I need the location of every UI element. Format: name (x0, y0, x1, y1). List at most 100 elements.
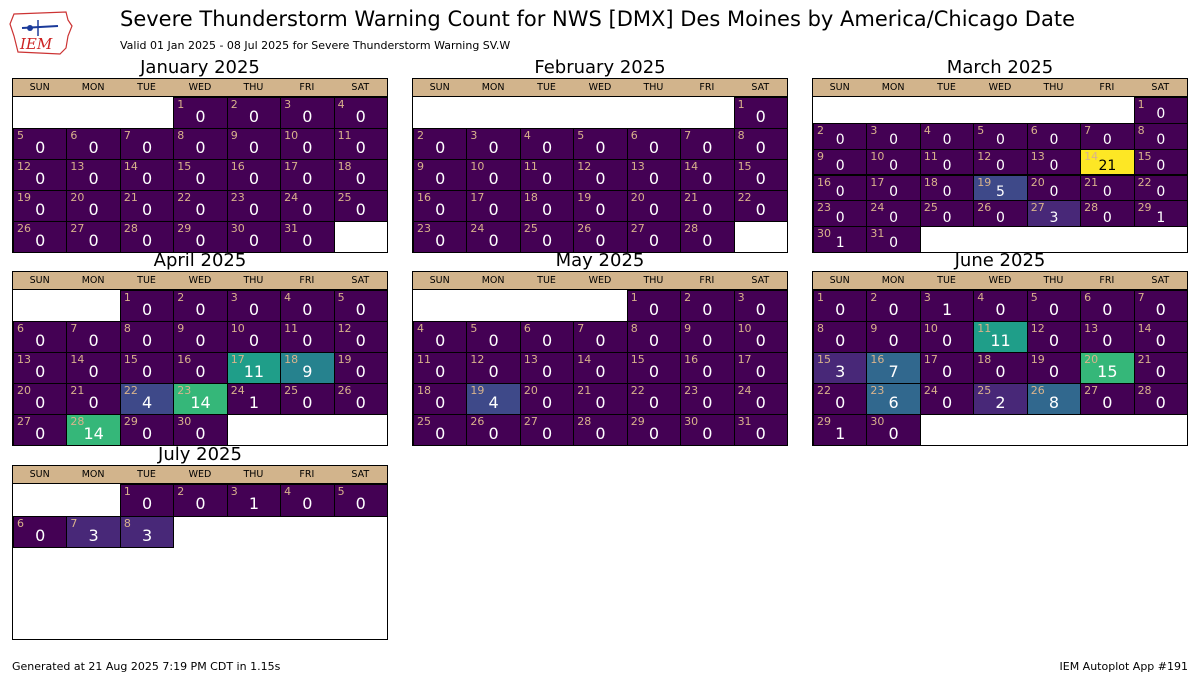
warning-count: 0 (889, 209, 899, 226)
warning-count: 0 (595, 230, 606, 250)
day-cell: 18 9 (280, 352, 335, 384)
weekday-label: SAT (1151, 275, 1170, 286)
day-number: 19 (1030, 353, 1045, 366)
month-grid: SUN MON TUE WED THU FRI SAT 1 0 2 0 3 0 4 0 5 0 6 0 7 0 8 0 9 0 1… (12, 78, 388, 253)
warning-count: 0 (1156, 106, 1166, 123)
weekday-label: MON (81, 82, 105, 93)
day-cell: 24 0 (280, 190, 335, 222)
day-cell: 17 0 (733, 352, 788, 384)
day-cell: 26 0 (466, 414, 521, 446)
day-number: 3 (284, 98, 292, 111)
warning-count: 0 (195, 299, 206, 319)
day-number: 9 (870, 322, 878, 335)
warning-count: 0 (141, 494, 153, 514)
warning-count: 0 (355, 361, 366, 381)
weekday-label: TUE (937, 82, 956, 93)
day-cell: 13 0 (519, 352, 575, 384)
warning-count: 11 (243, 361, 265, 381)
warning-count: 0 (648, 392, 659, 412)
day-number: 24 (230, 384, 245, 397)
day-number: 20 (70, 191, 85, 204)
warning-count: 1 (248, 494, 259, 514)
day-cell: 15 0 (173, 159, 228, 191)
month-grid: SUN MON TUE WED THU FRI SAT 1 0 2 0 3 1 4 0 5 0 6 0 7 3 8 3 (12, 465, 388, 640)
warning-count: 0 (889, 183, 899, 200)
weekday-label: SUN (29, 469, 50, 480)
warning-count: 0 (1102, 209, 1112, 226)
day-number: 16 (817, 175, 831, 189)
warning-count: 0 (648, 361, 659, 381)
warning-count: 0 (889, 235, 899, 252)
weekday-label: SAT (1151, 82, 1170, 93)
warning-count: 0 (355, 330, 366, 350)
weekday-label: SUN (29, 275, 50, 286)
day-cell: 24 0 (733, 383, 788, 415)
day-cell: 28 0 (119, 221, 175, 253)
weekday-label: THU (1043, 82, 1064, 93)
day-number: 2 (230, 98, 238, 111)
day-cell: 20 0 (519, 383, 575, 415)
warning-count: 0 (1048, 299, 1059, 319)
day-cell: 13 0 (66, 159, 121, 191)
weekday-label: FRI (1099, 82, 1115, 93)
day-number: 9 (417, 160, 424, 173)
warning-count: 0 (941, 392, 953, 412)
day-number: 15 (737, 160, 752, 173)
warning-count: 0 (595, 168, 606, 188)
warning-count: 0 (488, 137, 499, 157)
weekday-label: FRI (699, 275, 715, 286)
day-number: 26 (1030, 384, 1045, 397)
day-number: 27 (630, 222, 645, 235)
warning-count: 0 (1156, 157, 1166, 174)
day-cell: 24 0 (466, 221, 521, 253)
day-number: 1 (1137, 98, 1145, 111)
day-number: 23 (870, 384, 885, 397)
day-cell: 17 0 (866, 174, 921, 202)
day-number: 30 (177, 415, 192, 428)
day-cell: 20 0 (626, 190, 682, 222)
day-number: 24 (737, 384, 752, 397)
day-number: 23 (417, 222, 431, 235)
weekday-label: WED (188, 82, 212, 93)
day-number: 18 (923, 175, 938, 189)
warning-count: 0 (648, 137, 659, 157)
day-cell: 23 0 (813, 200, 868, 228)
day-number: 15 (817, 353, 831, 366)
day-number: 17 (284, 160, 299, 173)
month-title: April 2025 (153, 250, 247, 271)
day-cell: 12 0 (973, 148, 1028, 176)
day-number: 1 (737, 98, 745, 111)
day-number: 2 (817, 123, 824, 137)
warning-count: 0 (355, 199, 366, 219)
weekday-label: WED (988, 275, 1012, 286)
day-number: 4 (523, 129, 531, 142)
warning-count: 0 (88, 199, 99, 219)
warning-count: 3 (141, 525, 153, 545)
weekday-label: SUN (429, 82, 450, 93)
warning-count: 0 (248, 168, 259, 188)
day-cell: 27 3 (1026, 200, 1082, 228)
day-number: 7 (70, 516, 78, 530)
day-number: 19 (337, 353, 352, 366)
day-number: 9 (230, 129, 238, 142)
day-cell: 27 0 (13, 414, 68, 446)
weekday-label: MON (481, 275, 505, 286)
day-cell: 13 0 (626, 159, 682, 191)
warning-count: 0 (595, 137, 606, 157)
day-cell: 10 0 (733, 321, 788, 353)
day-number: 28 (577, 415, 592, 428)
warning-count: 0 (195, 199, 206, 219)
month-grid: SUN MON TUE WED THU FRI SAT 1 0 2 0 3 0 4 0 5 0 6 0 7 0 8 0 9 0 1… (412, 78, 788, 253)
